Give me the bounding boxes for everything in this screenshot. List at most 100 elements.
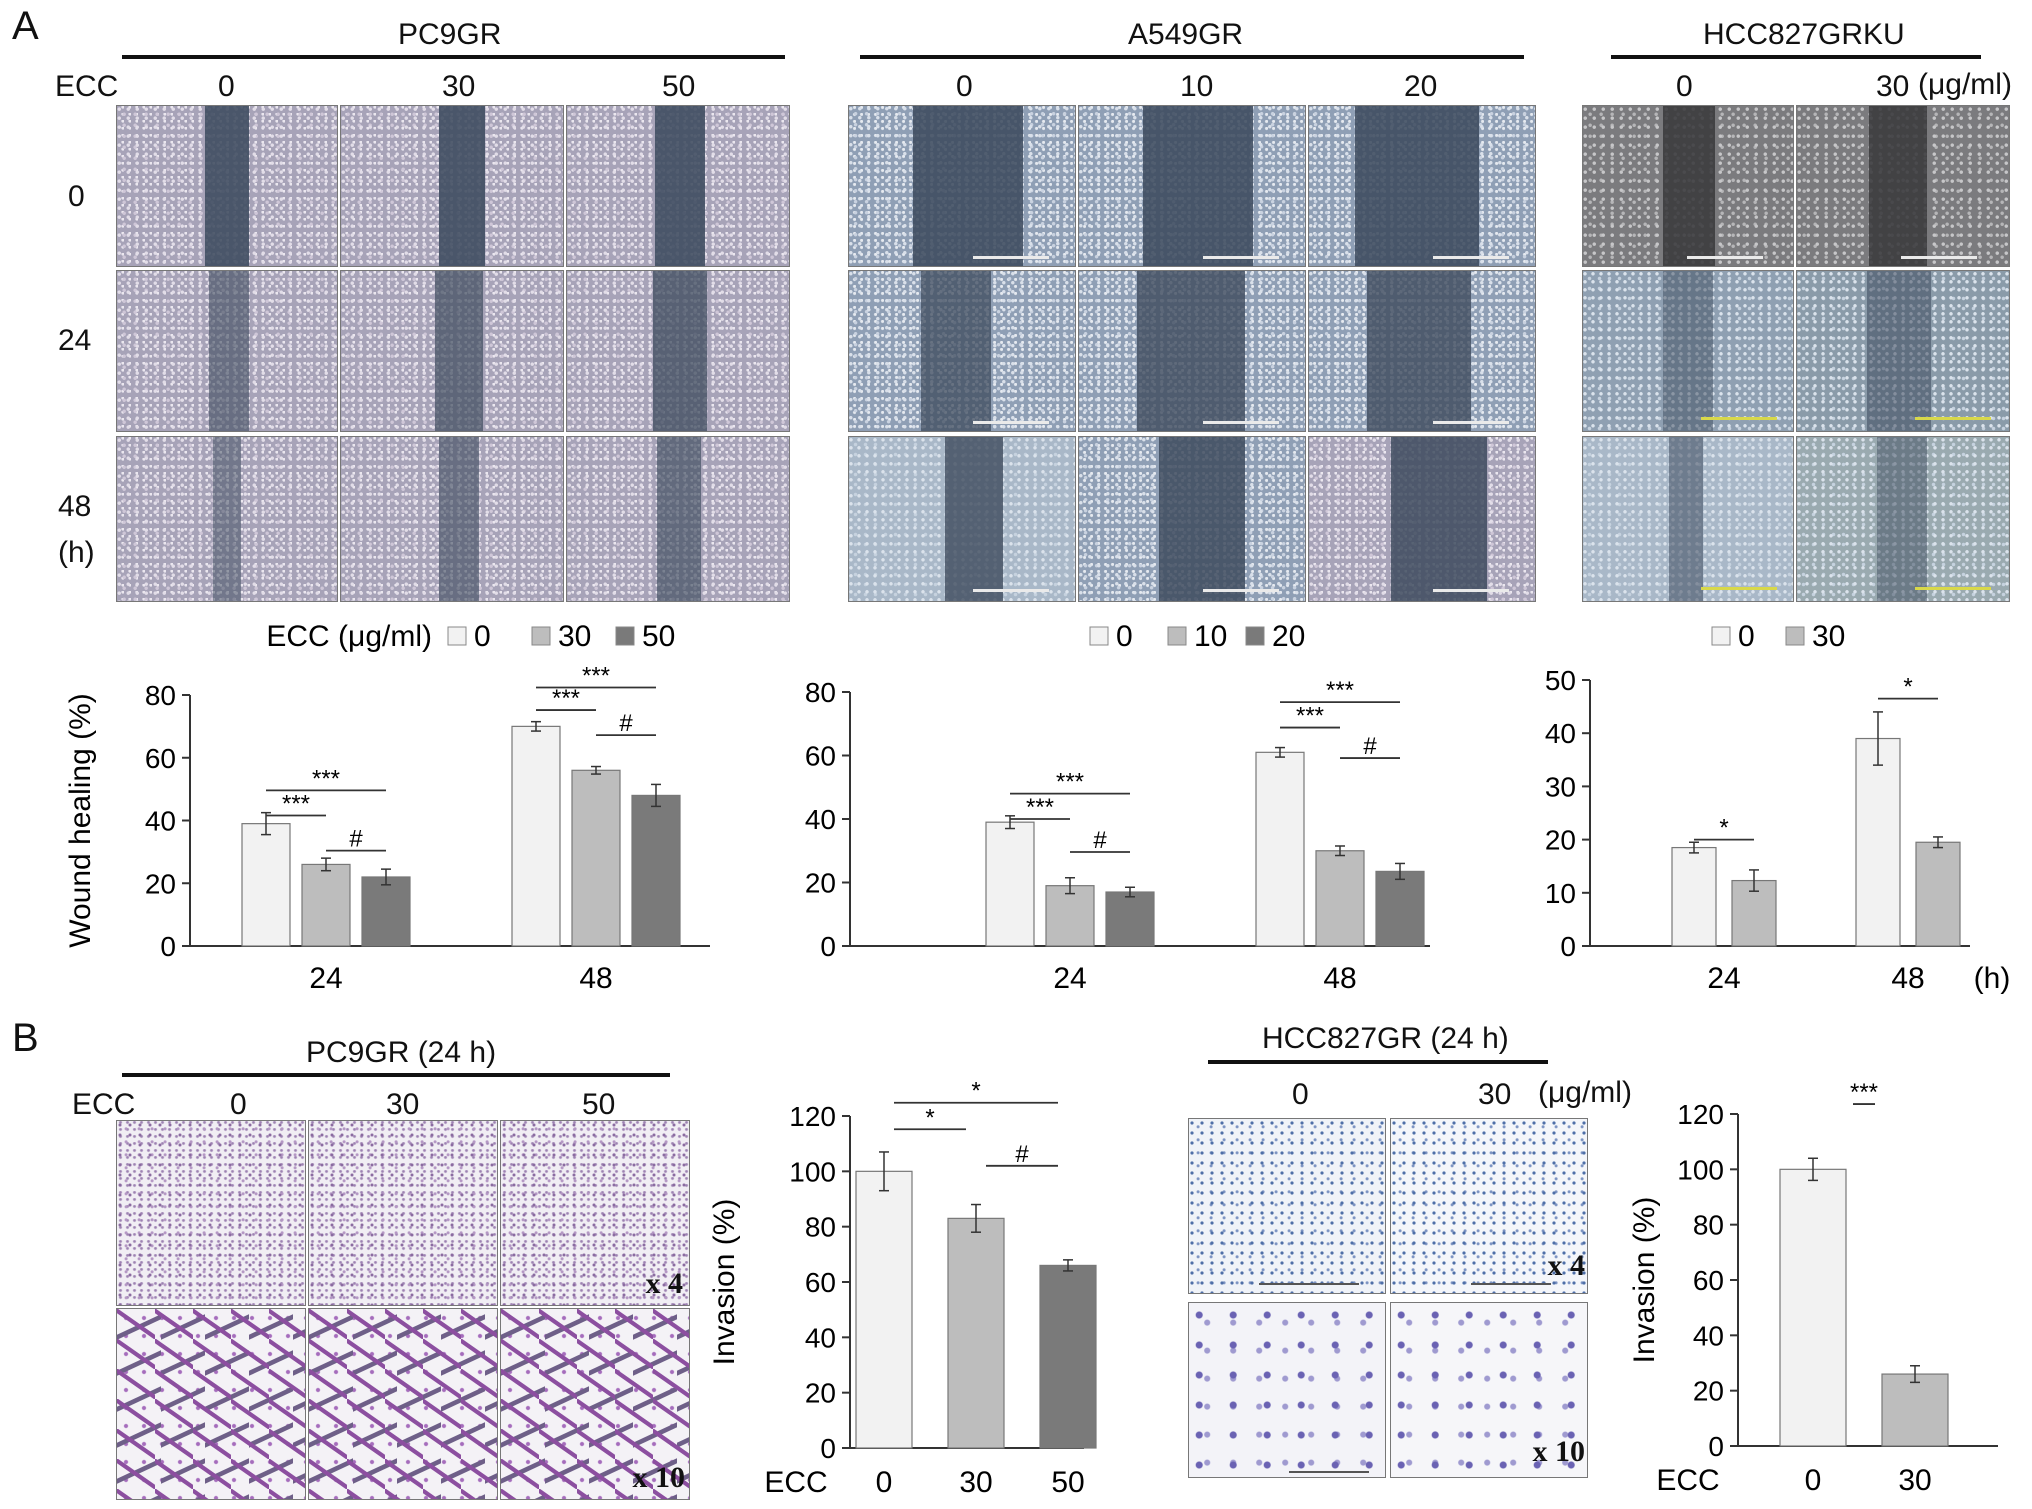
x-tick-label: 0: [1805, 1464, 1822, 1497]
significance-label: ***: [552, 685, 580, 712]
y-tick-label: 80: [805, 677, 836, 708]
bar: [361, 876, 411, 947]
significance-label: ***: [312, 765, 340, 792]
y-tick-label: 50: [1545, 665, 1576, 696]
micrograph-invasion-hcc827gr-30-x10: x 10: [1390, 1302, 1588, 1478]
y-tick-label: 40: [145, 806, 176, 837]
y-tick-label: 120: [1677, 1099, 1724, 1130]
micrograph-invasion-pc9gr-0-x4: [116, 1120, 306, 1306]
significance-label: ***: [582, 662, 610, 689]
dose-label: 50: [662, 70, 696, 103]
dose-label: 50: [582, 1088, 616, 1121]
bar: [855, 1170, 913, 1449]
chart-wound-hcc827grku: 0 30 0 10 20 30 40 50 24 48 (h) * *: [1545, 620, 2011, 995]
y-axis-label: Invasion (%): [1628, 1197, 1661, 1364]
y-tick-label: 60: [805, 1267, 836, 1298]
micrograph-a549gr-0-24h: [848, 270, 1076, 432]
panel-b-letter: B: [12, 1016, 39, 1060]
group-title-a549gr: A549GR: [1128, 18, 1244, 51]
x-unit-label: (h): [1974, 962, 2011, 995]
bar: [1855, 737, 1901, 947]
y-tick-label: 10: [1545, 878, 1576, 909]
bar: [985, 821, 1035, 947]
legend-label: 0: [1116, 620, 1133, 653]
micrograph-pc9gr-0-0h: [116, 105, 338, 267]
bar: [1671, 846, 1717, 947]
y-tick-label: 0: [820, 931, 836, 962]
y-tick-label: 0: [1708, 1431, 1724, 1462]
legend-label: 30: [1812, 620, 1845, 653]
bar: [1881, 1373, 1949, 1447]
legend-label: 30: [558, 620, 591, 653]
bar: [1915, 841, 1961, 947]
magnification-label: x 10: [632, 1461, 686, 1494]
micrograph-hcc827grku-30-0h: [1796, 105, 2010, 267]
micrograph-hcc827grku-30-24h: [1796, 270, 2010, 432]
legend-label: 0: [1738, 620, 1755, 653]
legend-swatch: [1167, 626, 1187, 646]
legend-swatch: [1711, 626, 1731, 646]
ecc-label: ECC: [72, 1088, 136, 1121]
dose-label: 0: [1292, 1078, 1309, 1111]
significance-label: ***: [1326, 677, 1354, 704]
micrograph-pc9gr-0-48h: [116, 436, 338, 602]
y-tick-label: 40: [805, 804, 836, 835]
y-tick-label: 80: [1693, 1210, 1724, 1241]
y-axis-label: Wound healing (%): [64, 693, 97, 948]
legend-swatch: [531, 626, 551, 646]
significance-label: *: [1719, 815, 1728, 842]
x-axis-label: ECC: [764, 1466, 827, 1499]
bar: [1375, 870, 1425, 947]
bar: [301, 863, 351, 947]
y-tick-label: 40: [1693, 1320, 1724, 1351]
x-tick-label: 30: [959, 1466, 992, 1499]
legend-label: 10: [1194, 620, 1227, 653]
significance-label: ***: [282, 790, 310, 817]
ecc-label: ECC: [55, 70, 119, 103]
legend-label: 50: [642, 620, 675, 653]
micrograph-a549gr-10-48h: [1078, 436, 1306, 602]
bar: [1039, 1264, 1097, 1449]
micrograph-pc9gr-50-24h: [566, 270, 790, 432]
x-tick-label: 48: [579, 962, 612, 995]
micrograph-hcc827grku-0-24h: [1582, 270, 1794, 432]
micrograph-pc9gr-0-24h: [116, 270, 338, 432]
micrograph-hcc827grku-30-48h: [1796, 436, 2010, 602]
legend-swatch: [1785, 626, 1805, 646]
time-label: 48: [58, 490, 92, 523]
micrograph-a549gr-0-48h: [848, 436, 1076, 602]
time-label: (h): [58, 536, 95, 569]
dose-label: 30: [442, 70, 476, 103]
y-tick-label: 60: [1693, 1265, 1724, 1296]
dose-label: 0: [1676, 70, 1693, 103]
micrograph-invasion-hcc827gr-0-x10: [1188, 1302, 1386, 1478]
legend-swatch: [447, 626, 467, 646]
y-tick-label: 20: [805, 868, 836, 899]
group-underline-hcc827gr-invasion: [1208, 1060, 1548, 1064]
dose-label: 30: [1876, 70, 1910, 103]
significance-label: *: [925, 1104, 934, 1131]
bar: [1105, 891, 1155, 947]
panel-a-letter: A: [12, 4, 39, 48]
y-tick-label: 80: [145, 680, 176, 711]
group-title-pc9gr-invasion: PC9GR (24 h): [306, 1036, 497, 1069]
y-tick-label: 80: [805, 1212, 836, 1243]
micrograph-a549gr-10-0h: [1078, 105, 1306, 267]
chart-invasion-hcc827gr: 0 20 40 60 80 100 120 Invasion (%) 0 30 ECC ***: [1628, 1079, 1998, 1497]
significance-label: #: [1093, 827, 1107, 854]
micrograph-invasion-pc9gr-0-x10: [116, 1308, 306, 1500]
magnification-label: x 4: [645, 1267, 684, 1300]
legend-label: 0: [474, 620, 491, 653]
y-tick-label: 100: [1677, 1154, 1724, 1185]
x-tick-label: 50: [1051, 1466, 1084, 1499]
significance-label: ***: [1026, 794, 1054, 821]
y-tick-label: 20: [1693, 1376, 1724, 1407]
legend-swatch: [1245, 626, 1265, 646]
group-underline-pc9gr-invasion: [122, 1073, 670, 1077]
y-tick-label: 0: [1560, 931, 1576, 962]
time-label: 0: [68, 180, 85, 213]
micrograph-pc9gr-30-24h: [340, 270, 564, 432]
bar: [571, 769, 621, 947]
significance-label: ***: [1850, 1079, 1878, 1106]
